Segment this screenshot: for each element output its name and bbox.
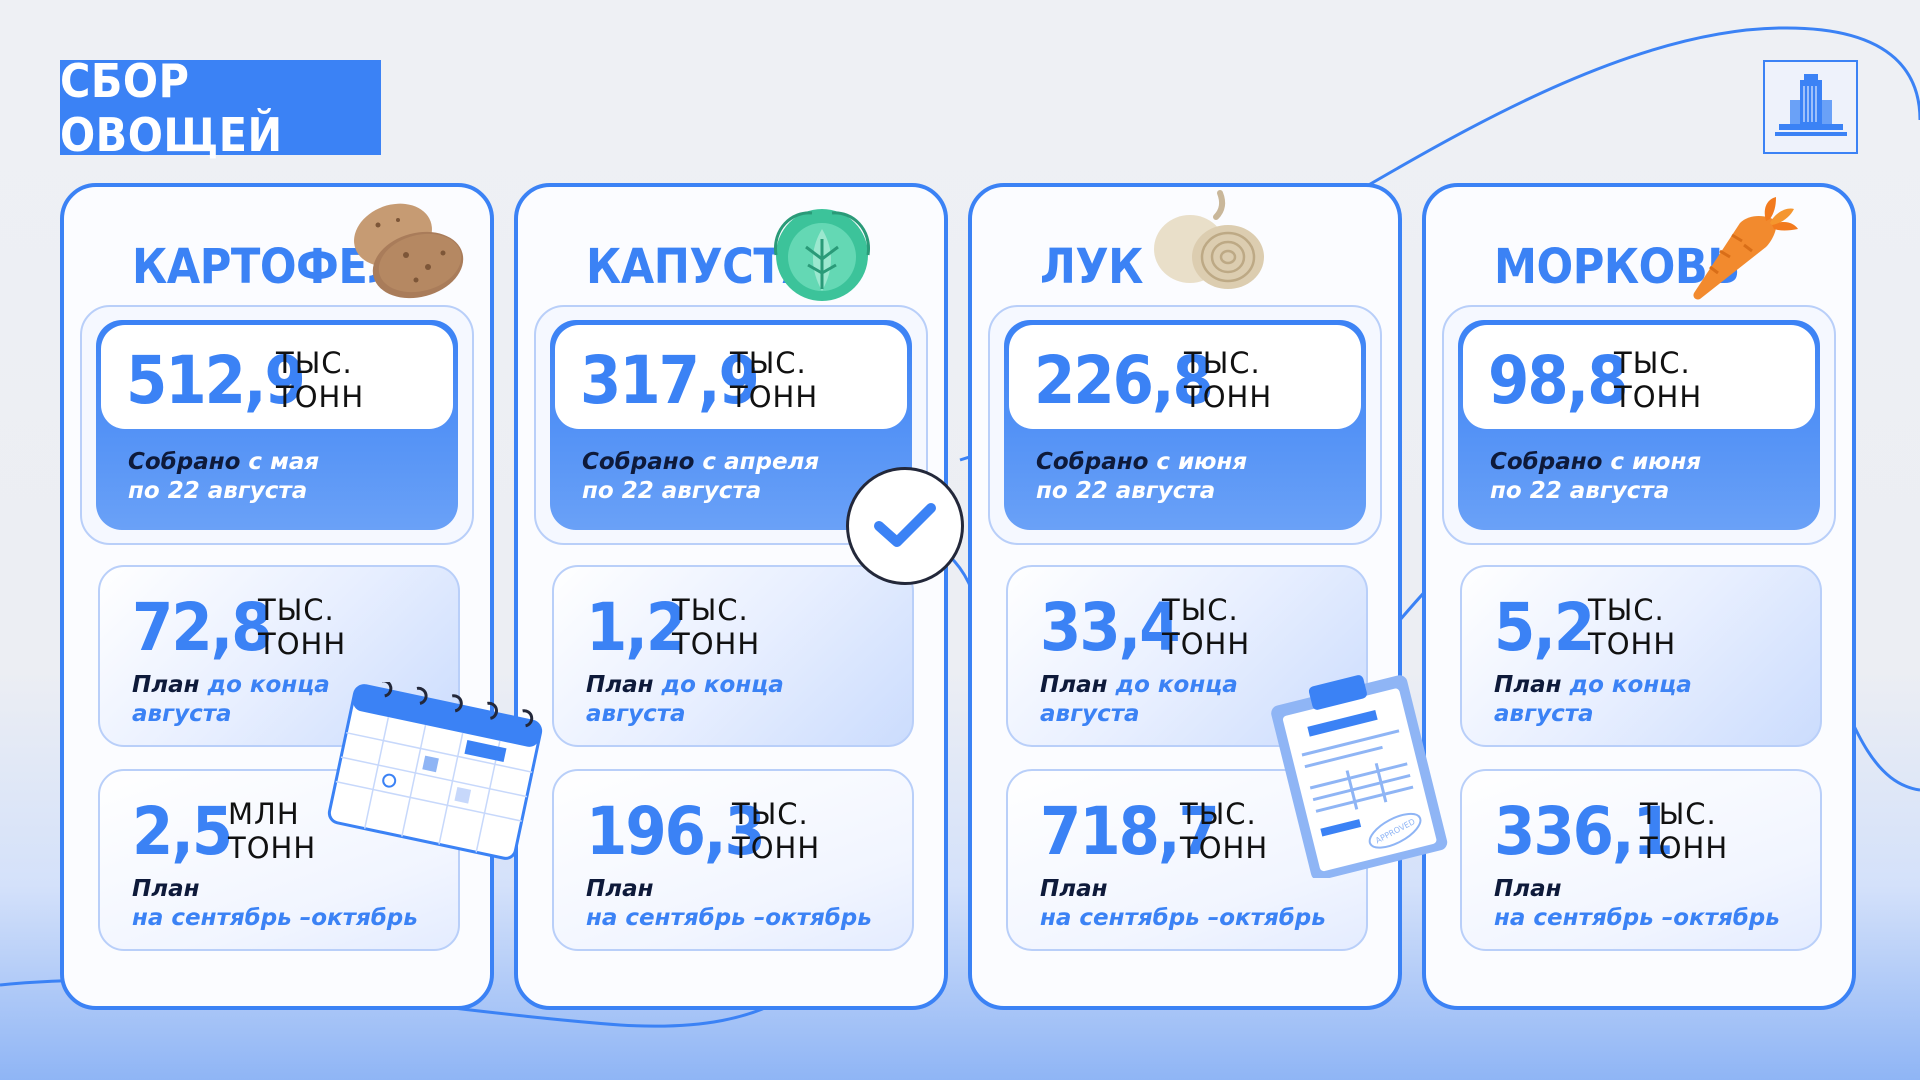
harvested-value: 512,9 [126,342,306,419]
unit-bottom: ТОНН [1162,627,1251,661]
unit-top: ТЫС. [730,346,807,380]
unit-bottom: ТОНН [1588,627,1677,661]
plan-august-card: 5,2 ТЫС. ТОНН План до конца августа [1460,565,1822,747]
page-title: СБОР ОВОЩЕЙ [60,53,283,162]
plan-august-caption: План до конца августа [1494,672,1692,727]
harvested-panel: 512,9 ТЫС. ТОНН Собрано с мая по 22 авгу… [80,305,474,545]
plan-autumn-value: 2,5 [132,793,233,870]
plan-august-caption: План до конца августа [132,672,330,727]
plan-august-value: 1,2 [586,589,687,666]
carrot-icon [1693,197,1798,300]
plan-august-value: 33,4 [1040,589,1181,666]
checkmark-icon [874,503,936,547]
card-cabbage: КАПУСТА 317,9 ТЫС. ТОНН Собрано с апреля… [514,183,948,1010]
card-carrot: МОРКОВЬ 98,8 ТЫС. ТОНН Собрано с июня по… [1422,183,1856,1010]
logo [1763,60,1858,154]
unit-bottom: ТОНН [672,627,761,661]
unit-top: ТЫС. [672,593,749,627]
cabbage-icon [774,209,870,301]
checkmark-badge [846,467,964,585]
plan-august-caption: План до конца августа [586,672,784,727]
unit-bottom: ТОНН [276,380,365,414]
unit-top: ТЫС. [1588,593,1665,627]
unit-bottom: ТОНН [730,380,819,414]
plan-autumn-caption: План на сентябрь –октябрь [1040,876,1326,931]
clipboard-icon: APPROVED [1271,675,1448,878]
building-logo-icon [1775,74,1847,136]
card-onion: ЛУК 226,8 ТЫС. ТОНН Собрано с июня по 22… [968,183,1402,1010]
unit-top: ТЫС. [1614,346,1691,380]
unit-bottom: ТОНН [732,831,821,865]
harvested-panel: 98,8 ТЫС. ТОНН Собрано с июня по 22 авгу… [1442,305,1836,545]
unit-bottom: ТОНН [1184,380,1273,414]
unit-bottom: ТОНН [228,831,317,865]
vegetable-name: ЛУК [1040,239,1143,295]
unit-bottom: ТОНН [1640,831,1729,865]
harvested-caption: Собрано с мая по 22 августа [128,449,320,504]
plan-autumn-caption: План на сентябрь –октябрь [586,876,872,931]
plan-autumn-card: 336,1 ТЫС. ТОНН План на сентябрь –октябр… [1460,769,1822,951]
onion-icon [1154,190,1264,289]
plan-autumn-card: 196,3 ТЫС. ТОНН План на сентябрь –октябр… [552,769,914,951]
card-potato: КАРТОФЕЛЬ 512,9 ТЫС. ТОНН Собрано с мая … [60,183,494,1010]
unit-bottom: ТОНН [1180,831,1269,865]
unit-bottom: ТОНН [1614,380,1703,414]
title-banner: СБОР ОВОЩЕЙ [60,54,381,162]
calendar-icon [327,682,543,860]
harvested-panel: 226,8 ТЫС. ТОНН Собрано с июня по 22 авг… [988,305,1382,545]
harvested-value: 317,9 [580,342,760,419]
unit-top: ТЫС. [276,346,353,380]
unit-top: ТЫС. [1180,797,1257,831]
plan-august-value: 5,2 [1494,589,1595,666]
potato-icon [354,203,464,299]
unit-top: ТЫС. [732,797,809,831]
plan-autumn-caption: План на сентябрь –октябрь [132,876,418,931]
unit-top: ТЫС. [1640,797,1717,831]
harvested-value: 98,8 [1488,342,1629,419]
harvested-value: 226,8 [1034,342,1214,419]
plan-august-caption: План до конца августа [1040,672,1238,727]
harvested-caption: Собрано с апреля по 22 августа [582,449,820,504]
unit-top: ТЫС. [1184,346,1261,380]
plan-august-card: 1,2 ТЫС. ТОНН План до конца августа [552,565,914,747]
plan-august-value: 72,8 [132,589,273,666]
plan-autumn-caption: План на сентябрь –октябрь [1494,876,1780,931]
unit-top: ТЫС. [258,593,335,627]
harvested-caption: Собрано с июня по 22 августа [1036,449,1248,504]
harvested-caption: Собрано с июня по 22 августа [1490,449,1702,504]
unit-top: ТЫС. [1162,593,1239,627]
unit-bottom: ТОНН [258,627,347,661]
unit-top: МЛН [228,797,300,831]
